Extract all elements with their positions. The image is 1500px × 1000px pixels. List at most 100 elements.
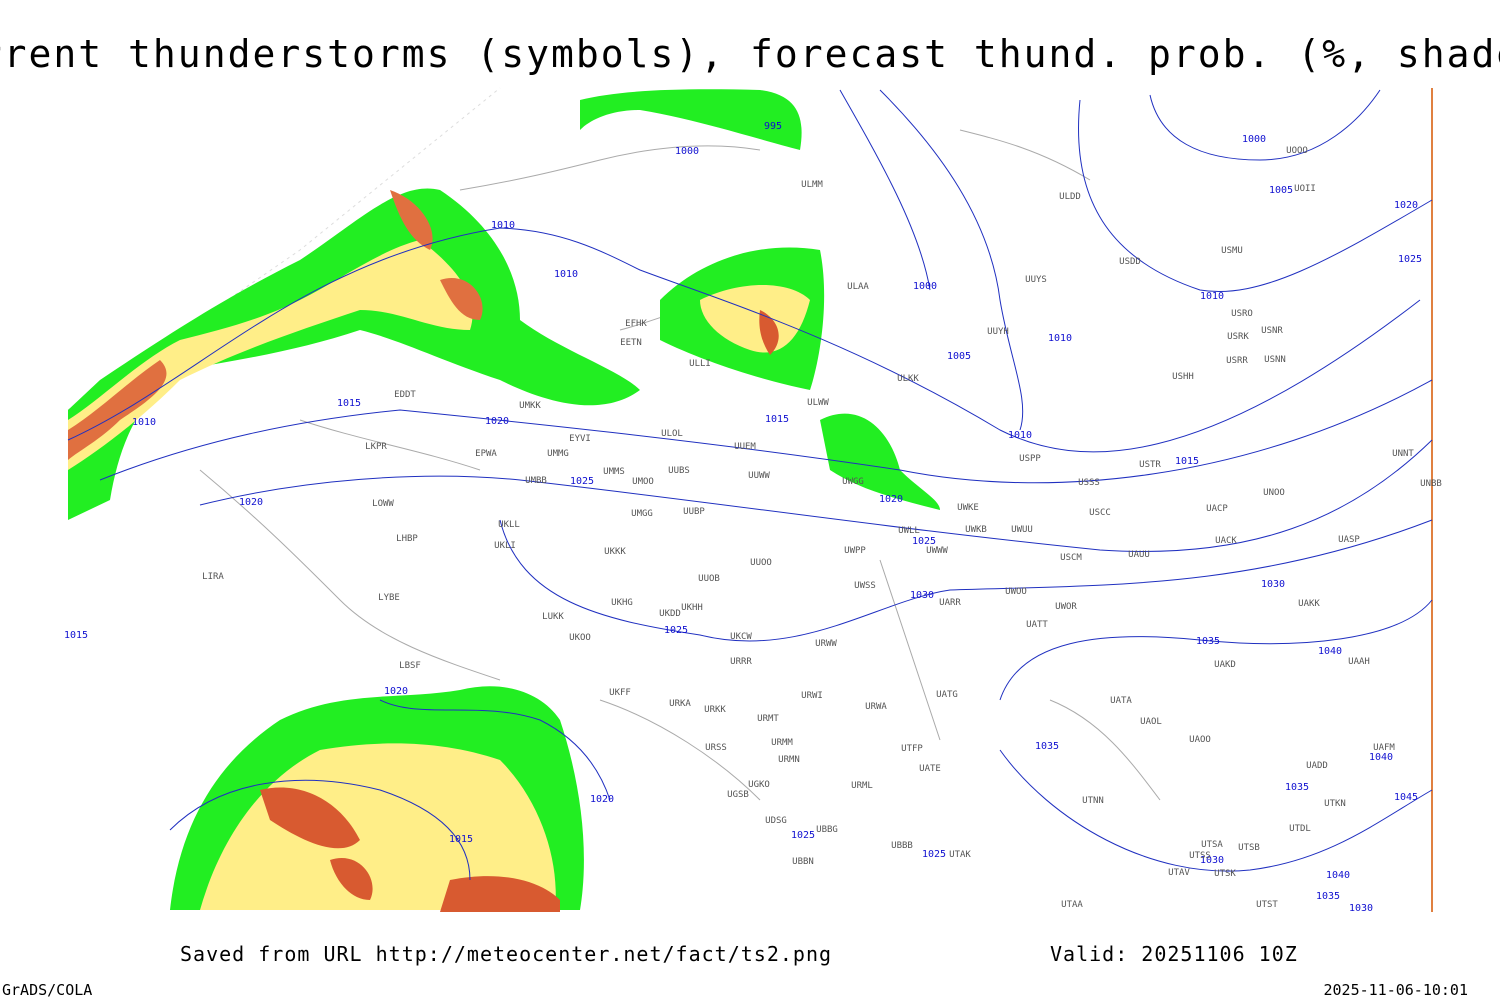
station-code: UWWW [926, 546, 948, 556]
station-code: UUBP [683, 507, 705, 517]
station-code: UUWW [748, 471, 770, 481]
station-code: UMGG [631, 509, 653, 519]
isobar-label: 1025 [570, 476, 594, 487]
station-code: UGKO [748, 780, 770, 790]
station-code: URWW [815, 639, 837, 649]
station-code: USRK [1227, 332, 1249, 342]
station-code: UNNT [1392, 449, 1414, 459]
isobar-label: 1020 [879, 494, 903, 505]
station-code: UNBB [1420, 479, 1442, 489]
isobar-label: 1005 [947, 351, 971, 362]
isobar-label: 1020 [384, 686, 408, 697]
station-code: URMT [757, 714, 779, 724]
station-code: URKK [704, 705, 726, 715]
station-code: UKCW [730, 632, 752, 642]
station-code: URKA [669, 699, 691, 709]
station-code: LHBP [396, 534, 418, 544]
station-code: LBSF [399, 661, 421, 671]
station-code: LIRA [202, 572, 224, 582]
station-code: UWOR [1055, 602, 1077, 612]
station-code: UAKD [1214, 660, 1236, 670]
station-code: UKHG [611, 598, 633, 608]
station-code: ULWW [807, 398, 829, 408]
valid-time: Valid: 20251106 10Z [1050, 942, 1298, 966]
station-code: LOWW [372, 499, 394, 509]
station-code: UMKK [519, 401, 541, 411]
station-code: UTKN [1324, 799, 1346, 809]
isobar-label: 1025 [664, 625, 688, 636]
isobar-label: 1015 [1175, 456, 1199, 467]
station-code: ULAA [847, 282, 869, 292]
isobar-label: 1020 [485, 416, 509, 427]
station-code: UACK [1215, 536, 1237, 546]
isobar-label: 1025 [791, 830, 815, 841]
station-code: UWKB [965, 525, 987, 535]
station-code: UARR [939, 598, 961, 608]
station-code: UATT [1026, 620, 1048, 630]
station-code: UTFP [901, 744, 923, 754]
station-code: UWGG [842, 477, 864, 487]
station-code: UACP [1206, 504, 1228, 514]
station-code: ULOL [661, 429, 683, 439]
isobar-label: 1000 [675, 146, 699, 157]
isobar-label: 1015 [337, 398, 361, 409]
isobar-label: 1010 [1048, 333, 1072, 344]
station-code: USCM [1060, 553, 1082, 563]
isobar-label: 1030 [910, 590, 934, 601]
station-code: UUBS [668, 466, 690, 476]
isobar-label: 1010 [1008, 430, 1032, 441]
station-code: LUKK [542, 612, 564, 622]
station-code: USRR [1226, 356, 1248, 366]
station-code: UKKK [604, 547, 626, 557]
isobar-label: 1030 [1349, 903, 1373, 914]
station-code: UMOO [632, 477, 654, 487]
station-code: UTAA [1061, 900, 1083, 910]
isobar [999, 599, 1433, 872]
station-code: ULKK [897, 374, 919, 384]
isobar-label: 1025 [1398, 254, 1422, 265]
station-code: USDD [1119, 257, 1141, 267]
station-code: UUEM [734, 442, 756, 452]
station-code: USTR [1139, 460, 1161, 470]
probability-shading [68, 89, 940, 912]
station-code: UWKE [957, 503, 979, 513]
labels: 995 1000 1000 1005 1010 1010 1000 1020 1025 1010 1… [64, 121, 1442, 914]
isobar [499, 519, 1433, 642]
station-code: USNN [1264, 355, 1286, 365]
station-code: UNOO [1263, 488, 1285, 498]
station-code: UKLL [498, 520, 520, 530]
isobar [67, 227, 1421, 453]
station-code: UUYS [1025, 275, 1047, 285]
station-code: UTSK [1214, 869, 1236, 879]
isobar-label: 1015 [449, 834, 473, 845]
station-code: UMMG [547, 449, 569, 459]
station-code: UUOO [750, 558, 772, 568]
station-code: UATG [936, 690, 958, 700]
isobar-label: 995 [764, 121, 782, 132]
station-code: URWI [801, 691, 823, 701]
station-code: ULDD [1059, 192, 1081, 202]
station-code: URWA [865, 702, 887, 712]
isobar-label: 1045 [1394, 792, 1418, 803]
station-code: ULMM [801, 180, 823, 190]
isobar-label: 1040 [1318, 646, 1342, 657]
station-code: URSS [705, 743, 727, 753]
station-code: EFHK [625, 319, 647, 329]
station-code: UTSB [1238, 843, 1260, 853]
station-code: UWPP [844, 546, 866, 556]
station-code: UUOB [698, 574, 720, 584]
station-code: UUYH [987, 327, 1009, 337]
isobar-label: 1010 [132, 417, 156, 428]
isobar-label: 1010 [1200, 291, 1224, 302]
isobar-label: 1035 [1285, 782, 1309, 793]
isobar-label: 1005 [1269, 185, 1293, 196]
isobar-label: 1035 [1196, 636, 1220, 647]
isobar-label: 1000 [913, 281, 937, 292]
station-code: URMM [771, 738, 793, 748]
station-code: UTAK [949, 850, 971, 860]
station-code: UMBB [525, 476, 547, 486]
station-code: UDSG [765, 816, 787, 826]
station-code: LKPR [365, 442, 387, 452]
station-code: UAKK [1298, 599, 1320, 609]
